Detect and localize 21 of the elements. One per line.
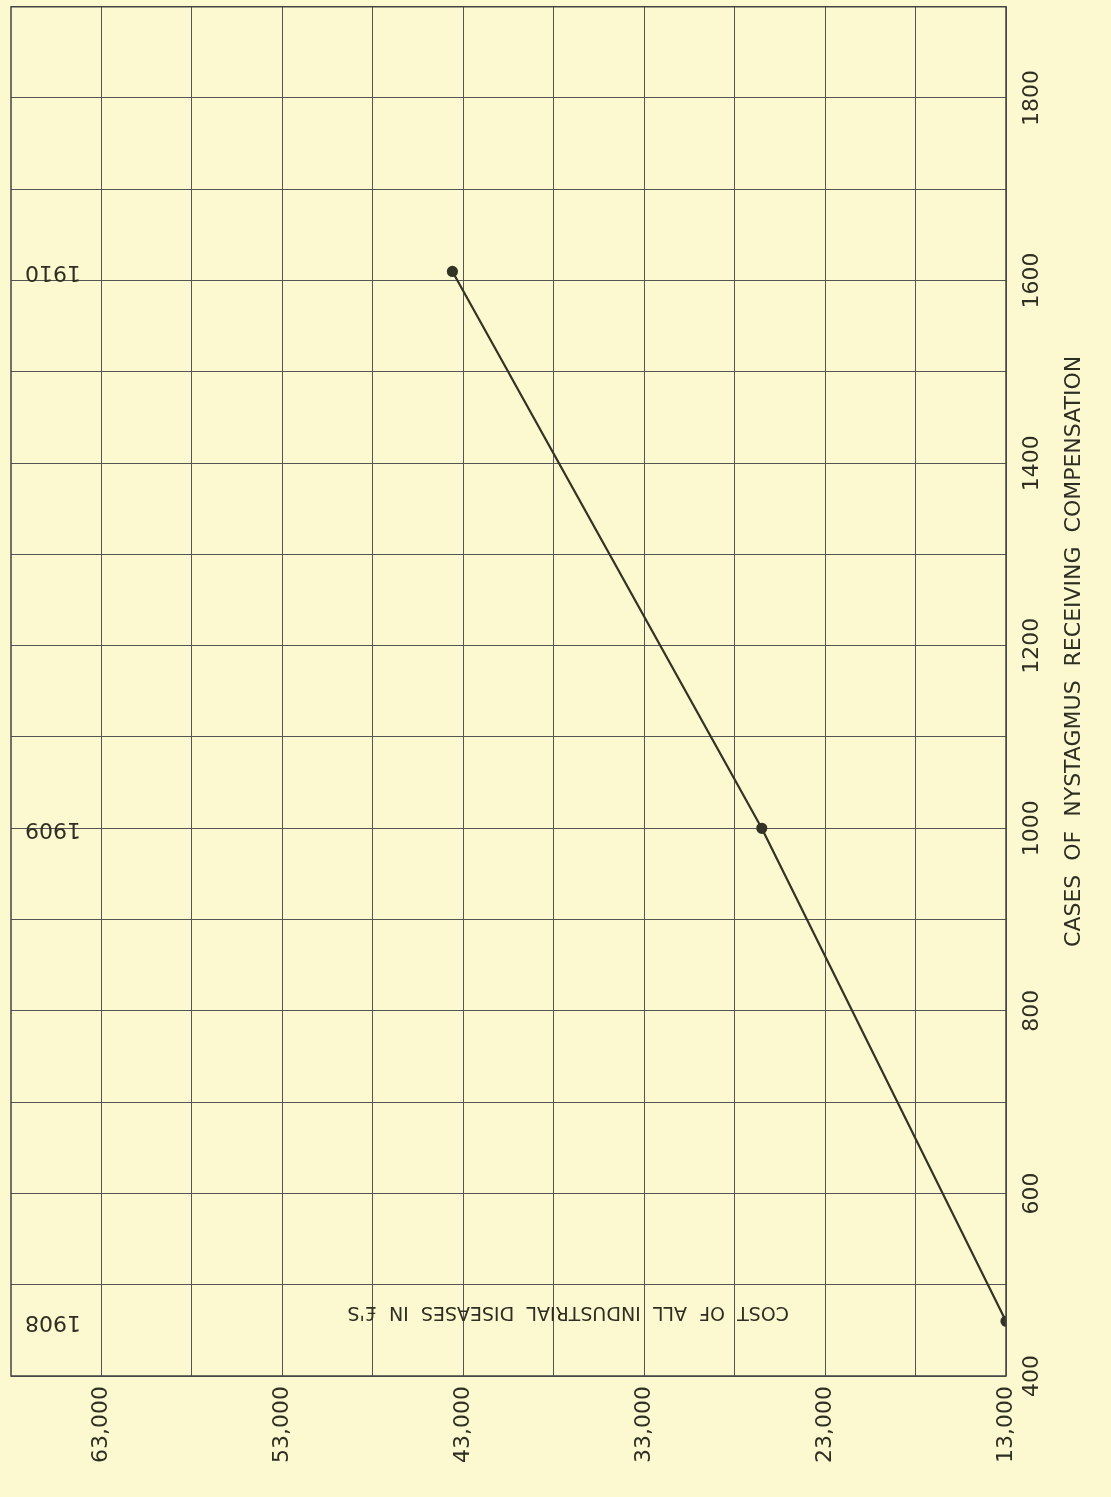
annotation: 1908 — [25, 1310, 81, 1336]
x-tick-label: 33,000 — [629, 1386, 655, 1463]
annotation: 1910 — [25, 260, 81, 286]
x-tick-label: 23,000 — [810, 1386, 836, 1463]
y-tick-label: 1200 — [1017, 617, 1043, 674]
x-tick-label: 53,000 — [268, 1386, 294, 1463]
point — [756, 822, 768, 834]
y-tick-label: 800 — [1017, 989, 1043, 1032]
y-tick-label: 1600 — [1017, 252, 1043, 309]
x-axis-title: COST OF ALL INDUSTRIAL DISEASES IN £'S — [347, 1303, 789, 1326]
y-tick-label: 600 — [1017, 1172, 1043, 1215]
point — [446, 265, 459, 278]
x-tick-label: 13,000 — [991, 1386, 1017, 1463]
annotation: 1909 — [25, 817, 81, 843]
y-tick-label: 1000 — [1017, 800, 1043, 857]
y-tick-label: 400 — [1017, 1355, 1043, 1397]
y-axis-title: CASES OF NYSTAGMUS RECEIVING COMPENSATION — [1059, 355, 1085, 947]
x-tick-label: 63,000 — [87, 1386, 113, 1463]
x-tick-label: 43,000 — [448, 1386, 474, 1463]
y-tick-label: 1400 — [1017, 435, 1043, 492]
y-tick-label: 1800 — [1017, 69, 1043, 126]
